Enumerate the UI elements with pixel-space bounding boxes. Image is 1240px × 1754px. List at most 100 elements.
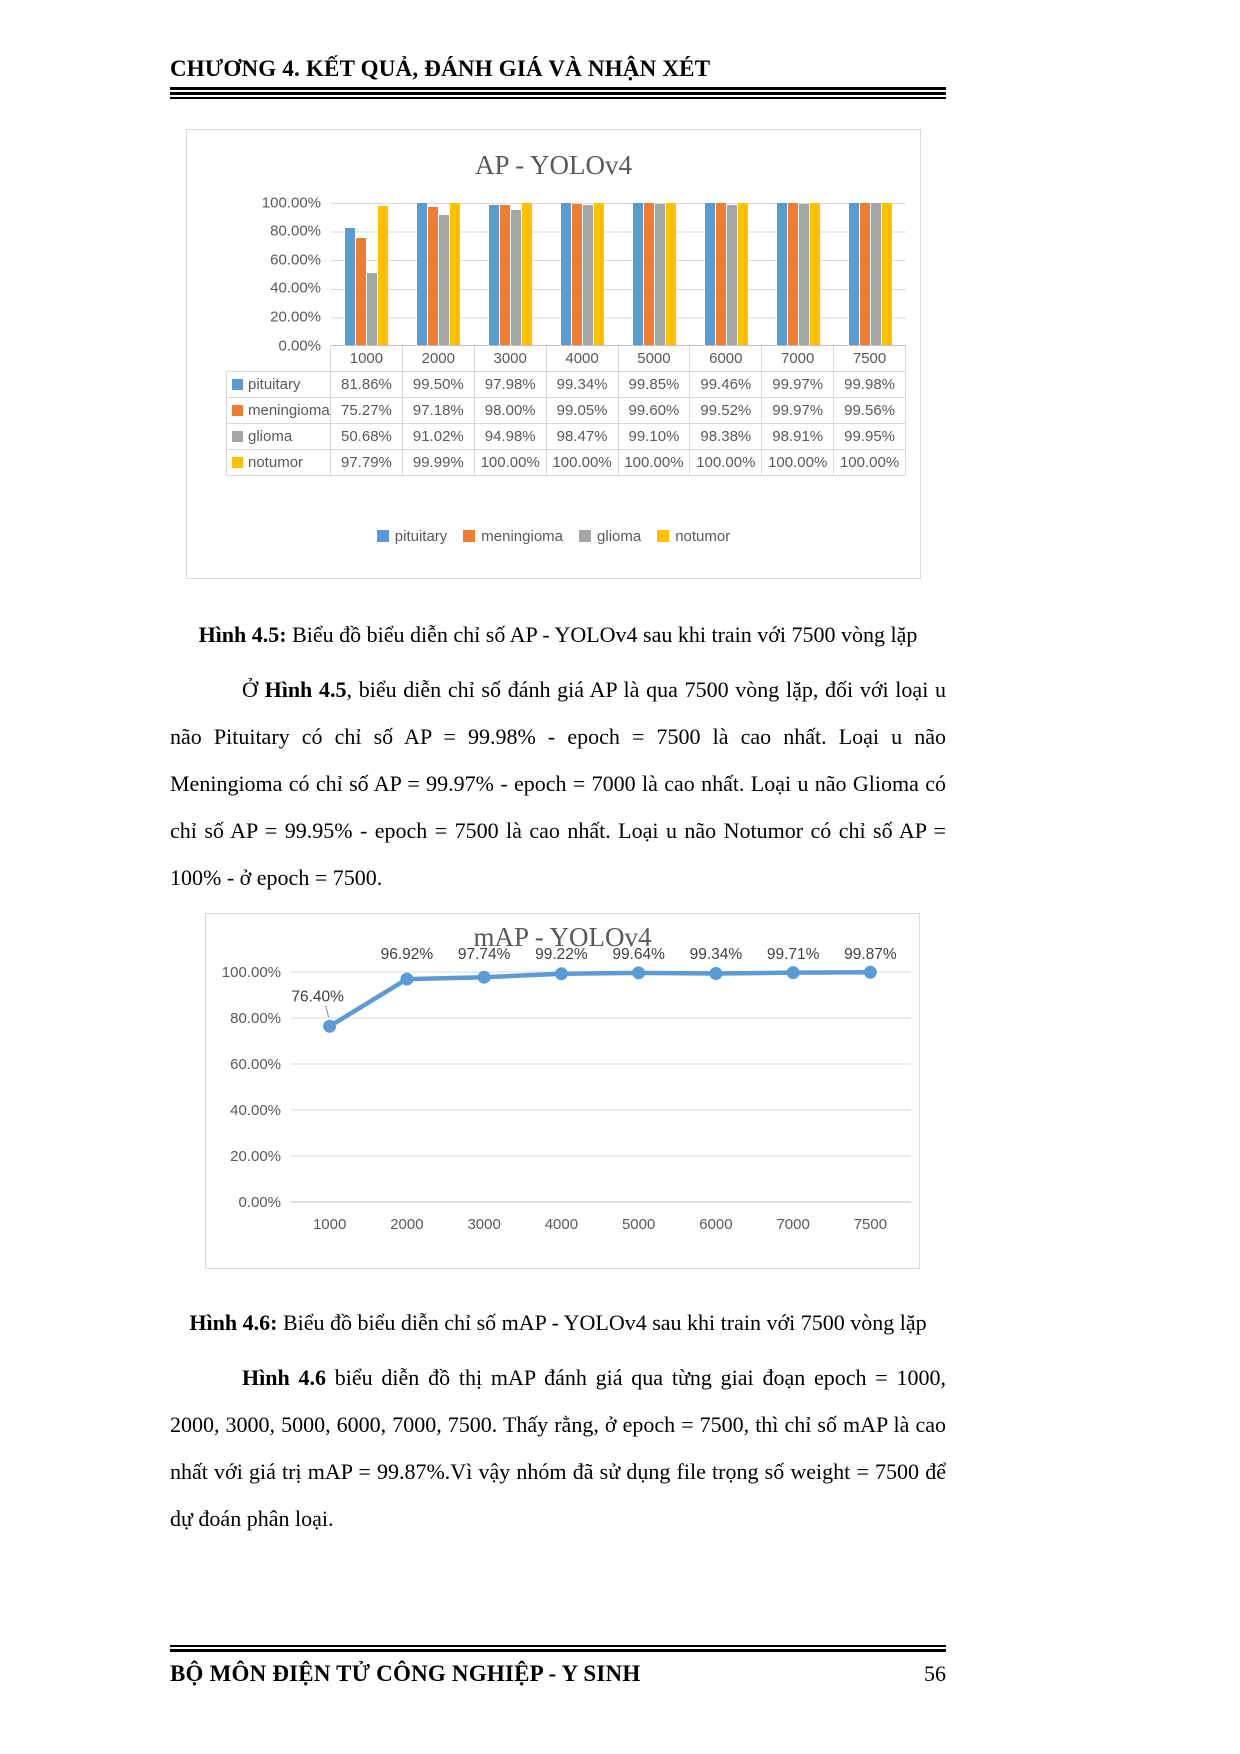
map-data-label: 99.71% (767, 946, 820, 963)
paragraph-text: , biểu diễn chỉ số đánh giá AP là qua 75… (170, 676, 947, 890)
ap-y-tick: 40.00% (270, 279, 321, 297)
bar-meningioma-5000 (643, 203, 654, 345)
map-data-label: 99.64% (612, 946, 665, 963)
ap-value-notumor-1000: 97.79% (331, 449, 403, 476)
ap-table-col-header-2000: 2000 (402, 345, 475, 372)
bar-notumor-7000 (809, 202, 820, 345)
ap-value-notumor-7500: 100.00% (834, 449, 906, 476)
ap-legend-item-pituitary: pituitary (376, 527, 448, 545)
series-name: notumor (248, 453, 304, 471)
ap-value-pituitary-3000: 97.98% (474, 371, 547, 398)
bar-pituitary-7000 (776, 202, 787, 345)
bar-glioma-1000 (367, 272, 378, 345)
map-line-chart: 100.00% 80.00% 60.00% 40.00% 20.00% 0.00% 1000… (205, 912, 920, 1269)
ap-legend-item-meningioma: meningioma (463, 528, 563, 545)
bar-pituitary-6000 (704, 203, 715, 345)
ap-legend-item-notumor: notumor (657, 528, 730, 545)
page-header: CHƯƠNG 4. KẾT QUẢ, ĐÁNH GIÁ VÀ NHẬN XÉT (170, 0, 946, 99)
page-footer: BỘ MÔN ĐIỆN TỬ CÔNG NGHIỆP - Y SINH 56 (170, 1645, 946, 1687)
ap-bar-group-4000 (547, 202, 619, 345)
ap-value-pituitary-5000: 99.85% (618, 371, 691, 398)
bar-meningioma-2000 (428, 206, 439, 345)
ap-value-glioma-1000: 50.68% (331, 423, 403, 450)
page-number: 56 (924, 1660, 946, 1686)
map-y-tick: 100.00% (222, 964, 281, 981)
ap-bar-group-2000 (403, 202, 475, 345)
ap-value-meningioma-1000: 75.27% (331, 397, 403, 424)
ap-value-pituitary-2000: 99.50% (402, 371, 475, 398)
ap-value-pituitary-4000: 99.34% (546, 371, 619, 398)
paragraph-fig46-analysis: Hình 4.6 biểu diễn đồ thị mAP đánh giá q… (170, 1354, 946, 1542)
caption-number: Hình 4.5: (198, 621, 287, 647)
ap-table-col-header-7500: 7500 (834, 345, 906, 372)
caption-number: Hình 4.6: (189, 1309, 278, 1335)
ap-bar-chart: AP - YOLOv4 100.00% 80.00% 60.00% 40.00% 20.… (186, 128, 921, 579)
paragraph-fig45-analysis: Ở Hình 4.5, biểu diễn chỉ số đánh giá AP… (170, 666, 946, 901)
ap-value-meningioma-4000: 99.05% (546, 397, 619, 424)
legend-swatch-glioma-icon (579, 530, 592, 542)
bar-notumor-7500 (881, 202, 892, 345)
ap-value-glioma-4000: 98.47% (546, 423, 619, 450)
paragraph-text: biểu diễn đồ thị mAP đánh giá qua từng g… (170, 1364, 946, 1531)
series-name: meningioma (248, 401, 330, 419)
map-point-4000 (554, 966, 568, 980)
ap-value-notumor-2000: 99.99% (402, 449, 475, 476)
map-point-1000 (323, 1019, 337, 1033)
map-line (328, 969, 871, 1028)
legend-swatch-pituitary-icon (376, 530, 389, 542)
ap-bar-group-7000 (762, 202, 834, 345)
legend-label: notumor (675, 527, 731, 545)
paragraph-text: Ở (242, 676, 265, 702)
map-y-tick: 60.00% (230, 1056, 281, 1073)
bar-meningioma-3000 (500, 205, 511, 345)
header-rule (170, 87, 946, 99)
map-x-tick: 1000 (313, 1216, 346, 1233)
map-data-label: 76.40% (291, 988, 344, 1005)
ap-value-meningioma-7500: 99.56% (834, 397, 906, 424)
ap-table-col-header-6000: 6000 (690, 345, 763, 372)
ap-y-tick: 0.00% (278, 337, 321, 354)
bar-glioma-7500 (870, 202, 881, 345)
ap-value-glioma-5000: 99.10% (618, 423, 691, 450)
ap-y-tick: 80.00% (270, 222, 321, 240)
bar-notumor-6000 (737, 202, 748, 345)
legend-swatch-meningioma-icon (463, 530, 476, 542)
caption-text: Biểu đồ biểu diễn chỉ số AP - YOLOv4 sau… (286, 621, 918, 647)
ap-value-notumor-4000: 100.00% (546, 449, 619, 476)
map-y-tick: 40.00% (230, 1102, 281, 1119)
ap-value-glioma-3000: 94.98% (474, 423, 547, 450)
ap-table-row-label-glioma: glioma (226, 423, 331, 450)
map-data-label: 99.87% (844, 946, 897, 963)
bar-glioma-4000 (583, 204, 594, 345)
map-x-tick: 2000 (390, 1216, 423, 1233)
footer-rule (170, 1645, 946, 1652)
ap-value-glioma-2000: 91.02% (402, 423, 475, 450)
legend-label: pituitary (394, 527, 448, 545)
ap-bar-group-1000 (331, 203, 403, 345)
figure-reference: Hình 4.6 (242, 1364, 326, 1390)
bar-meningioma-6000 (715, 203, 726, 345)
ap-value-meningioma-2000: 97.18% (402, 397, 475, 424)
figure-4-5-caption: Hình 4.5: Biểu đồ biểu diễn chỉ số AP - … (170, 611, 946, 658)
legend-swatch-notumor-icon (232, 456, 243, 468)
ap-value-notumor-3000: 100.00% (474, 449, 547, 476)
bar-meningioma-7000 (787, 202, 798, 345)
map-x-tick: 7000 (776, 1216, 809, 1233)
map-y-tick: 80.00% (230, 1010, 281, 1027)
map-chart-title: mAP - YOLOv4 (473, 921, 652, 952)
ap-value-notumor-6000: 100.00% (690, 449, 763, 476)
ap-y-axis: 100.00% 80.00% 60.00% 40.00% 20.00% 0.00% (187, 194, 331, 354)
ap-chart-title: AP - YOLOv4 (475, 149, 632, 180)
ap-table-corner (226, 345, 331, 372)
ap-value-meningioma-7000: 99.97% (762, 397, 835, 424)
ap-value-notumor-5000: 100.00% (618, 449, 691, 476)
bar-notumor-1000 (378, 205, 389, 345)
bar-glioma-3000 (511, 209, 522, 345)
ap-bar-group-7500 (834, 202, 906, 345)
bar-pituitary-1000 (345, 228, 356, 345)
ap-y-tick: 20.00% (270, 308, 321, 326)
legend-label: meningioma (481, 527, 564, 545)
bar-meningioma-4000 (572, 203, 583, 345)
figure-4-6-caption: Hình 4.6: Biểu đồ biểu diễn chỉ số mAP -… (170, 1299, 946, 1346)
ap-bar-group-3000 (475, 202, 547, 345)
